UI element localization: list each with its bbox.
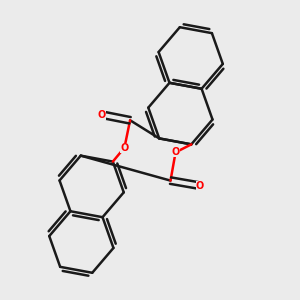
Text: O: O [120,142,129,153]
Text: O: O [98,110,106,120]
Text: O: O [171,147,180,158]
Text: O: O [196,181,204,191]
